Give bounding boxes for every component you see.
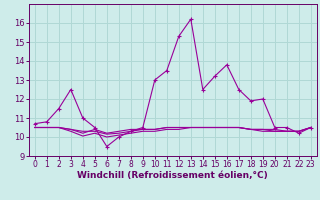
X-axis label: Windchill (Refroidissement éolien,°C): Windchill (Refroidissement éolien,°C) (77, 171, 268, 180)
